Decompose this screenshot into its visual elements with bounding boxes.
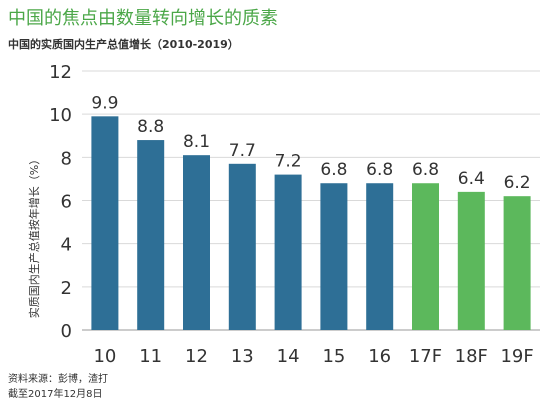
- x-tick-label: 19F: [500, 346, 533, 367]
- data-label: 6.4: [458, 169, 485, 189]
- y-tick-layer: 0 2 4 6 8 10 12: [49, 62, 72, 342]
- bar-14: [274, 174, 302, 330]
- data-label: 7.2: [275, 152, 302, 172]
- y-tick-label: 8: [61, 148, 72, 169]
- y-tick-label: 2: [61, 278, 72, 299]
- source-note: 资料来源：彭博，渣打: [8, 374, 108, 385]
- bar-15: [320, 183, 348, 330]
- x-tick-layer: 10 11 12 13 14 15 16 17F 18F 19F: [93, 346, 533, 367]
- data-label: 8.1: [183, 132, 210, 152]
- x-tick-label: 10: [93, 346, 116, 367]
- data-label: 6.8: [320, 160, 347, 180]
- date-note: 截至2017年12月8日: [8, 389, 103, 400]
- x-tick-label: 15: [322, 346, 345, 367]
- x-tick-label: 11: [139, 346, 162, 367]
- data-label: 9.9: [91, 93, 118, 113]
- bar-11: [137, 140, 165, 330]
- x-tick-label: 13: [231, 346, 254, 367]
- data-label: 6.8: [412, 160, 439, 180]
- bar-layer: [91, 116, 531, 330]
- y-tick-label: 6: [61, 192, 72, 213]
- bar-16: [366, 183, 394, 330]
- bar-18F: [457, 191, 485, 330]
- x-tick-label: 18F: [455, 346, 488, 367]
- bar-17F: [412, 183, 439, 330]
- bar-19F: [503, 196, 531, 330]
- x-tick-label: 17F: [409, 346, 442, 367]
- label-layer: 9.9 8.8 8.1 7.7 7.2 6.8 6.8 6.8 6.4 6.2: [91, 93, 530, 193]
- x-tick-label: 16: [368, 346, 391, 367]
- y-axis-label: 实质国内生产总值按年增长（%）: [27, 154, 41, 318]
- data-label: 6.2: [504, 173, 531, 193]
- data-label: 7.7: [229, 141, 256, 161]
- x-tick-label: 14: [277, 346, 300, 367]
- bar-13: [228, 163, 256, 330]
- data-label: 6.8: [366, 160, 393, 180]
- data-label: 8.8: [137, 117, 164, 137]
- chart-subtitle: 中国的实质国内生产总值增长（2010-2019）: [8, 38, 239, 51]
- bar-10: [91, 116, 119, 330]
- bar-12: [183, 155, 210, 330]
- chart-title: 中国的焦点由数量转向增长的质素: [8, 8, 278, 29]
- y-tick-label: 10: [49, 105, 72, 126]
- y-tick-label: 4: [61, 235, 72, 256]
- y-tick-label: 12: [49, 62, 72, 83]
- y-tick-label: 0: [61, 321, 72, 342]
- x-tick-label: 12: [185, 346, 208, 367]
